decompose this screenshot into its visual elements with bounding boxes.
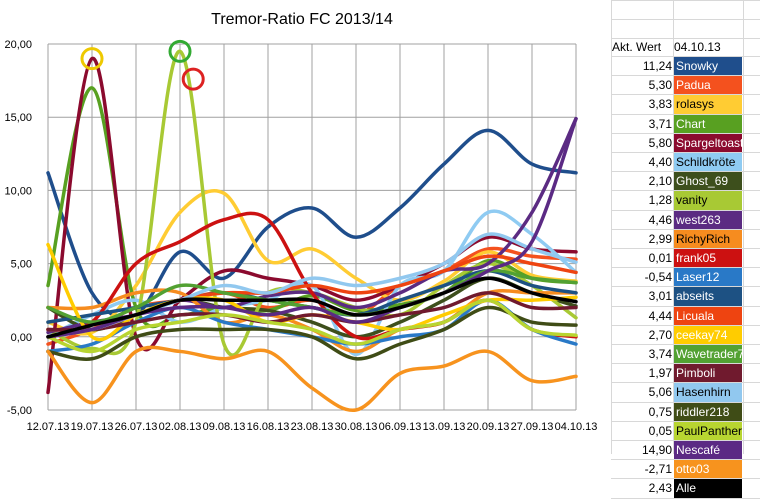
- series-line-otto03: [46, 345, 578, 412]
- x-tick-label: 12.07.13: [27, 421, 70, 433]
- x-tick-label: 13.09.13: [423, 421, 466, 433]
- y-tick-label: -5,00: [7, 405, 32, 417]
- chart-annotations: [80, 39, 205, 91]
- x-tick-label: 04.10.13: [555, 421, 598, 433]
- legend-name: otto03: [674, 460, 742, 479]
- line-chart: Tremor-Ratio FC 2013/14 20,00 15,00 10,00 5…: [4, 11, 598, 433]
- legend-value: -2,71: [644, 462, 672, 477]
- x-tick-label: 19.07.13: [71, 421, 114, 433]
- y-tick-label: 0,00: [11, 332, 32, 344]
- chart-grid: [47, 43, 577, 411]
- sheet-gridline: [611, 478, 760, 479]
- legend-name: Alle: [674, 479, 742, 498]
- x-tick-label: 23.08.13: [291, 421, 334, 433]
- x-tick-label: 27.09.13: [511, 421, 554, 433]
- x-tick-label: 09.08.13: [203, 421, 246, 433]
- y-tick-label: 10,00: [4, 185, 32, 197]
- x-tick-label: 26.07.13: [115, 421, 158, 433]
- x-tick-label: 30.08.13: [335, 421, 378, 433]
- series-line-alle: [46, 276, 578, 339]
- legend-value: 2,43: [648, 481, 672, 496]
- y-tick-label: 20,00: [4, 39, 32, 51]
- highlight-circle: [181, 67, 205, 91]
- x-tick-label: 02.08.13: [159, 421, 202, 433]
- series-line-pimboli: [46, 291, 578, 332]
- x-axis-ticks: 12.07.13 19.07.13 26.07.13 02.08.13 09.08.13…: [27, 421, 598, 433]
- y-tick-label: 15,00: [4, 112, 32, 124]
- x-tick-label: 16.08.13: [247, 421, 290, 433]
- sheet-gridline: [611, 459, 760, 460]
- series-line-rolasys: [46, 188, 578, 336]
- x-tick-label: 20.09.13: [467, 421, 510, 433]
- chart-series: [46, 49, 578, 412]
- chart-title: Tremor-Ratio FC 2013/14: [211, 11, 393, 28]
- x-tick-label: 06.09.13: [379, 421, 422, 433]
- highlight-circle: [168, 39, 192, 63]
- series-line-paulpanther: [46, 298, 578, 354]
- y-axis-ticks: 20,00 15,00 10,00 5,00 0,00 -5,00: [4, 39, 32, 417]
- series-line-riddler218: [46, 305, 578, 361]
- y-tick-label: 5,00: [11, 259, 32, 271]
- highlight-circle: [80, 47, 104, 71]
